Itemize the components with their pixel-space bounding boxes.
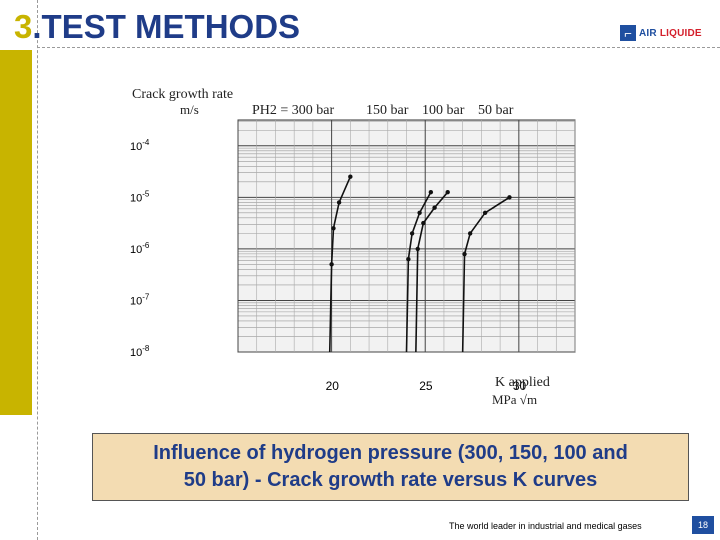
crack-growth-chart: 10-4 10-5 10-6 10-7 10-8 20 25 30 Crack growth r…: [120, 80, 580, 410]
pressure-label: PH2 = 300 bar: [252, 103, 335, 118]
y-tick-label: 10-6: [130, 241, 150, 256]
y-tick-label: 10-4: [130, 138, 150, 153]
y-axis-label-line-1: Crack growth rate: [132, 87, 233, 102]
title-number: 3: [14, 8, 33, 45]
x-tick-label: 20: [326, 379, 340, 393]
logo-word-2: LIQUIDE: [659, 27, 702, 39]
data-point: [417, 210, 422, 215]
data-point: [428, 189, 434, 195]
logo-wordmark: AIR LIQUIDE: [639, 28, 702, 39]
data-point: [329, 262, 334, 267]
figure-caption: Influence of hydrogen pressure (300, 150…: [92, 433, 689, 501]
horizontal-guide-line: [37, 47, 720, 48]
data-point: [409, 231, 415, 236]
x-tick-label: 25: [419, 379, 433, 393]
y-axis-label-line-2: m/s: [180, 102, 199, 117]
series-name-label: 50 bar: [478, 103, 514, 118]
data-point: [432, 205, 437, 210]
left-accent-bar: [0, 50, 32, 415]
caption-line-2: 50 bar) - Crack growth rate versus K cur…: [183, 469, 598, 491]
logo-word-1: AIR: [639, 27, 657, 39]
data-point: [336, 200, 342, 205]
x-tick-label: 30: [513, 379, 527, 393]
air-liquide-logo: ⌐ AIR LIQUIDE: [620, 24, 712, 42]
data-point: [467, 231, 473, 236]
data-point: [421, 220, 426, 226]
data-point: [406, 257, 411, 262]
vertical-guide-line: [37, 0, 38, 540]
title-text: TEST METHODS: [41, 8, 301, 45]
series-name-label: 100 bar: [422, 103, 465, 118]
y-tick-label: 10-7: [130, 292, 150, 307]
caption-line-1: Influence of hydrogen pressure (300, 150…: [153, 442, 628, 464]
slide-title: 3.TEST METHODS: [14, 8, 300, 46]
data-point: [445, 189, 450, 195]
x-axis-label-line-1: K applied: [495, 375, 550, 390]
y-tick-label: 10-8: [130, 344, 150, 359]
series-name-label: 150 bar: [366, 103, 409, 118]
page-number: 18: [692, 516, 714, 534]
y-tick-label: 10-5: [130, 189, 150, 204]
data-point: [462, 251, 467, 257]
data-point: [348, 174, 353, 179]
footer-tagline: The world leader in industrial and medic…: [449, 521, 642, 531]
data-point: [507, 195, 512, 200]
data-point: [482, 210, 488, 215]
logo-mark-icon: ⌐: [620, 25, 636, 41]
chart-svg: 10-4 10-5 10-6 10-7 10-8 20 25 30 Crack growth r…: [130, 87, 576, 407]
data-point: [331, 226, 336, 231]
x-axis-label-line-2: MPa √m: [492, 392, 537, 407]
title-dot: .: [32, 8, 42, 45]
data-point: [415, 246, 420, 252]
